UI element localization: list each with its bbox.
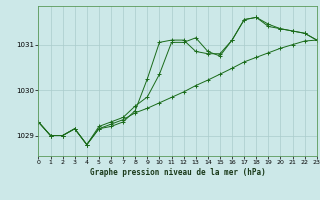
X-axis label: Graphe pression niveau de la mer (hPa): Graphe pression niveau de la mer (hPa)	[90, 168, 266, 177]
